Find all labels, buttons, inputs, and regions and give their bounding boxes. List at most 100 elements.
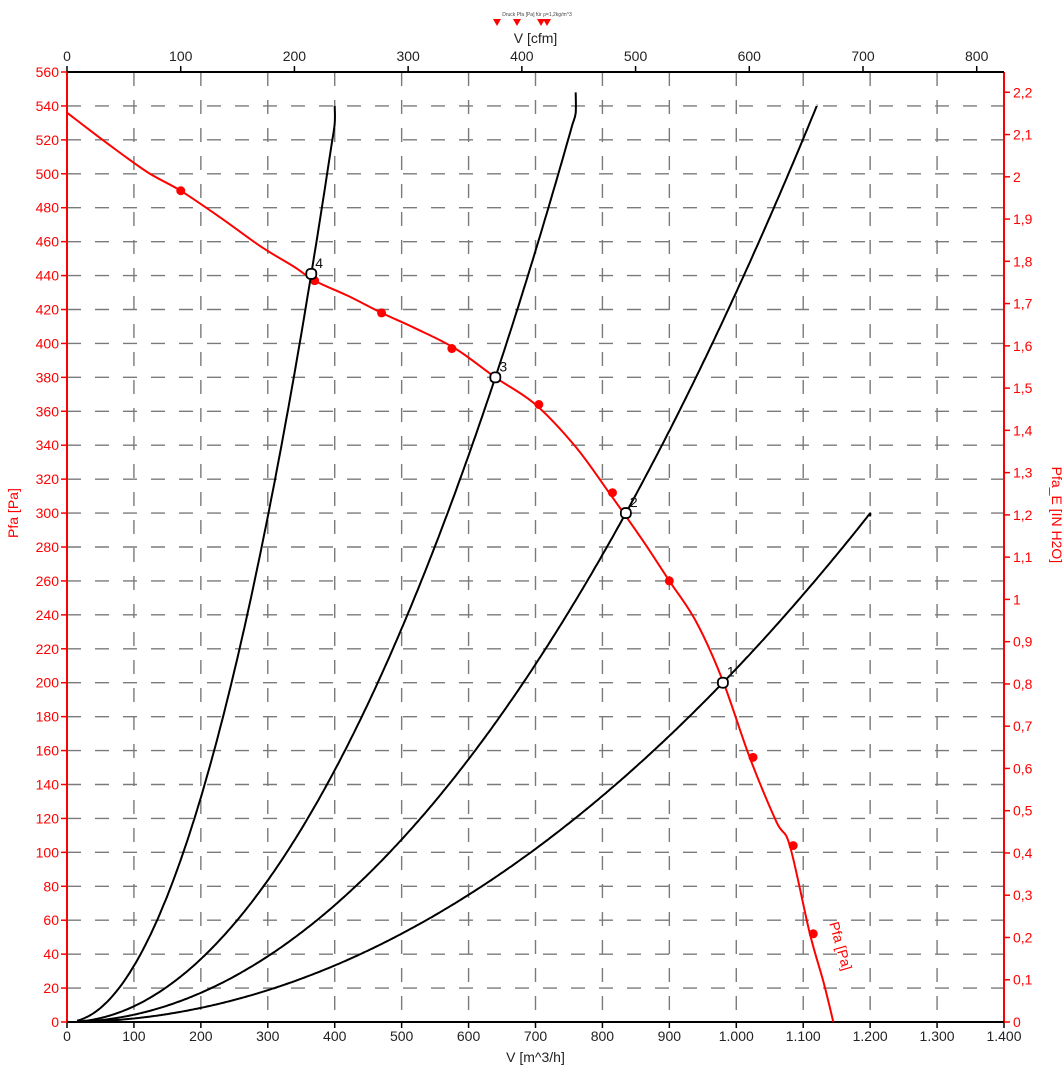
top-note: Druck Pfa [Pa] für ρ=1,2kg/m^3 [502, 12, 572, 18]
x-top-tick-label: 700 [851, 48, 875, 64]
fan-curve-marker [534, 400, 544, 409]
fan-curve-marker [607, 488, 617, 498]
fan-curve-marker [447, 344, 457, 354]
system-curve-4 [77, 512, 872, 1023]
legend-marker-triangle [543, 19, 551, 26]
x-bottom-tick-label: 1.100 [786, 1028, 821, 1044]
y-right-tick-label: 1,1 [1013, 549, 1033, 565]
fan-curve-marker [788, 841, 798, 851]
y-left-tick-label: 440 [36, 268, 60, 284]
x-bottom-tick-label: 800 [591, 1028, 615, 1044]
y-left-tick-label: 320 [36, 471, 60, 487]
y-right-tick-label: 1,4 [1013, 422, 1033, 438]
x-top-tick-label: 800 [965, 48, 989, 64]
curves [66, 92, 872, 1023]
y-right-tick-label: 0,8 [1013, 676, 1033, 692]
y-left-tick-label: 100 [36, 844, 60, 860]
y-left-tick-label: 520 [36, 132, 60, 148]
y-left-tick-label: 400 [36, 335, 60, 351]
x-top-tick-label: 0 [63, 48, 71, 64]
x-bottom-tick-label: 1.400 [986, 1028, 1021, 1044]
x-top-tick-label: 600 [738, 48, 762, 64]
tick-labels: 0 100 200 300 400 500 600 700 800 900 1.000 1.100 1.… [36, 48, 1033, 1044]
y-left-tick-label: 0 [51, 1014, 59, 1030]
y-left-tick-label: 340 [36, 437, 60, 453]
y-left-tick-label: 200 [36, 675, 60, 691]
operating-points: 1 2 3 4 [305, 255, 735, 689]
x-top-tick-label: 500 [624, 48, 648, 64]
fan-curve-marker [664, 576, 674, 586]
y-left-tick-label: 180 [36, 709, 60, 725]
x-bottom-tick-label: 400 [323, 1028, 347, 1044]
legend-marker-triangle [513, 19, 521, 26]
y-right-tick-label: 0,1 [1013, 972, 1033, 988]
x-bottom-tick-label: 500 [390, 1028, 414, 1044]
y-left-tick-label: 80 [43, 878, 59, 894]
x-top-tick-label: 200 [283, 48, 307, 64]
operating-point-marker [305, 267, 318, 280]
y-right-tick-label: 0,3 [1013, 887, 1033, 903]
fan-curve-pfa [66, 111, 835, 1023]
y-right-tick-label: 1 [1013, 591, 1021, 607]
operating-point-label: 3 [499, 358, 507, 374]
x-top-tick-label: 400 [510, 48, 534, 64]
y-right-tick-label: 1,8 [1013, 253, 1033, 269]
axes [61, 66, 1010, 1028]
y-right-tick-label: 0,5 [1013, 803, 1033, 819]
system-curve-2 [76, 92, 577, 1023]
y-left-tick-label: 360 [36, 403, 60, 419]
grid [67, 72, 1004, 1022]
y-right-tick-label: 0,6 [1013, 760, 1033, 776]
y-left-tick-label: 260 [36, 573, 60, 589]
fan-curve-marker [748, 752, 758, 762]
x-top-tick-label: 100 [169, 48, 193, 64]
y-left-tick-label: 460 [36, 234, 60, 250]
x-top-tick-label: 300 [396, 48, 420, 64]
y-right-tick-label: 2 [1013, 169, 1021, 185]
y-left-tick-label: 480 [36, 200, 60, 216]
y-left-tick-label: 420 [36, 302, 60, 318]
x-axis-label-top: V [cfm] [514, 30, 558, 46]
x-bottom-tick-label: 1.300 [920, 1028, 955, 1044]
y-right-tick-label: 2,1 [1013, 127, 1033, 143]
x-bottom-tick-label: 0 [63, 1028, 71, 1044]
y-right-tick-label: 1,6 [1013, 338, 1033, 354]
x-bottom-tick-label: 1.000 [719, 1028, 754, 1044]
fan-curve-marker [377, 308, 387, 318]
y-axis-label-right: Pfa_E [IN H2O] [1049, 467, 1064, 563]
y-left-tick-label: 140 [36, 777, 60, 793]
fan-curve-marker [808, 929, 818, 939]
y-right-tick-label: 0,7 [1013, 718, 1033, 734]
top-legend-markers [493, 19, 551, 26]
y-left-tick-label: 280 [36, 539, 60, 555]
y-left-tick-label: 300 [36, 505, 60, 521]
x-axis-label-bottom: V [m^3/h] [506, 1049, 565, 1065]
y-right-tick-label: 1,7 [1013, 296, 1033, 312]
y-left-tick-label: 20 [43, 980, 59, 996]
legend-marker-triangle [537, 19, 545, 26]
operating-point-label: 4 [315, 255, 323, 271]
operating-point-label: 1 [727, 664, 735, 680]
legend-marker-triangle [493, 19, 501, 26]
x-bottom-tick-label: 700 [524, 1028, 548, 1044]
operating-point-marker [489, 371, 502, 384]
y-left-tick-label: 60 [43, 912, 59, 928]
curve-annotation: Pfa [Pa] [826, 920, 855, 972]
x-bottom-tick-label: 100 [122, 1028, 146, 1044]
y-left-tick-label: 540 [36, 98, 60, 114]
y-right-tick-label: 1,5 [1013, 380, 1033, 396]
system-curve-1 [76, 105, 336, 1022]
y-left-tick-label: 120 [36, 810, 60, 826]
x-bottom-tick-label: 600 [457, 1028, 481, 1044]
x-bottom-tick-label: 300 [256, 1028, 280, 1044]
fan-curve-marker [176, 186, 186, 196]
y-right-tick-label: 1,2 [1013, 507, 1033, 523]
system-curve-3 [76, 104, 818, 1023]
y-left-tick-label: 560 [36, 64, 60, 80]
y-right-tick-label: 1,3 [1013, 465, 1033, 481]
y-left-tick-label: 220 [36, 641, 60, 657]
y-left-tick-label: 160 [36, 743, 60, 759]
operating-point-marker [619, 507, 632, 519]
y-right-tick-label: 1,9 [1013, 211, 1033, 227]
